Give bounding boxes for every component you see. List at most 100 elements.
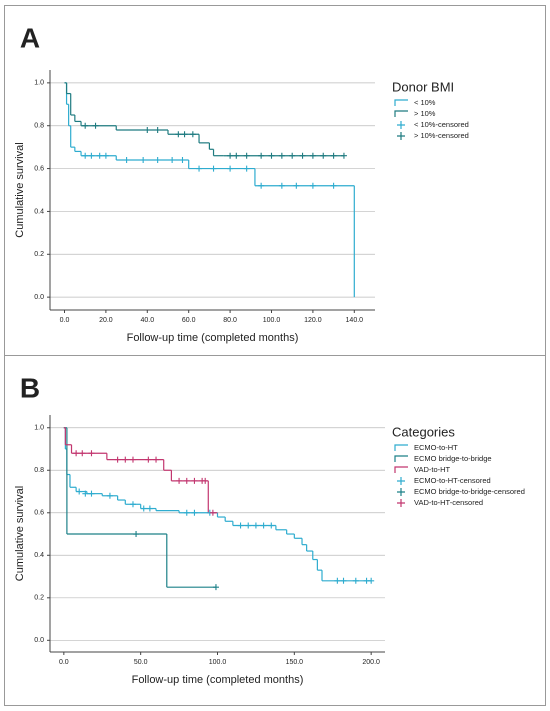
censor-mark bbox=[140, 157, 147, 163]
censor-mark bbox=[191, 477, 198, 484]
censor-mark bbox=[183, 509, 190, 516]
censor-mark bbox=[140, 505, 147, 512]
censor-mark bbox=[196, 165, 203, 172]
censor-mark bbox=[175, 131, 182, 138]
censor-mark bbox=[102, 152, 109, 159]
censor-mark bbox=[278, 182, 285, 189]
x-tick-label: 0.0 bbox=[59, 659, 69, 666]
x-tick-label: 40.0 bbox=[140, 317, 154, 324]
x-tick-label: 140.0 bbox=[346, 317, 364, 324]
y-tick-label: 0.8 bbox=[34, 467, 44, 474]
legend-title: Donor BMI bbox=[392, 79, 454, 94]
y-tick-label: 0.8 bbox=[34, 123, 44, 130]
censor-mark bbox=[122, 456, 129, 463]
y-tick-label: 1.0 bbox=[34, 80, 44, 87]
censor-mark bbox=[145, 456, 152, 463]
series bbox=[63, 427, 372, 582]
censor-mark bbox=[129, 501, 136, 508]
x-tick-label: 80.0 bbox=[223, 317, 237, 324]
y-tick-label: 0.6 bbox=[34, 165, 44, 172]
censor-mark bbox=[176, 477, 183, 484]
legend-label: ECMO-to-HT bbox=[414, 443, 458, 452]
x-tick-label: 150.0 bbox=[286, 659, 304, 666]
censor-mark bbox=[352, 577, 359, 584]
panel-frame bbox=[4, 355, 546, 706]
censor-mark bbox=[330, 152, 337, 159]
legend-swatch bbox=[394, 466, 408, 473]
y-tick-label: 0.0 bbox=[34, 637, 44, 644]
censor-mark bbox=[79, 450, 86, 457]
censor-mark bbox=[233, 152, 240, 159]
censor-mark bbox=[82, 152, 89, 159]
y-tick-label: 0.4 bbox=[34, 552, 44, 559]
x-tick-label: 120.0 bbox=[304, 317, 322, 324]
censor-mark bbox=[123, 157, 130, 163]
x-axis-label: Follow-up time (completed months) bbox=[132, 674, 304, 686]
series bbox=[82, 152, 337, 189]
x-axis-label: Follow-up time (completed months) bbox=[127, 332, 299, 344]
censor-mark bbox=[258, 152, 265, 159]
legend-label: VAD-to-HT bbox=[414, 465, 451, 474]
censor-mark bbox=[210, 165, 217, 172]
censor-mark bbox=[73, 450, 80, 457]
series bbox=[82, 122, 347, 159]
censor-mark bbox=[146, 505, 153, 512]
y-tick-label: 0.6 bbox=[34, 510, 44, 517]
series bbox=[76, 488, 375, 584]
series bbox=[73, 450, 216, 516]
censor-mark bbox=[330, 182, 337, 189]
censor-mark bbox=[252, 522, 259, 529]
series bbox=[63, 427, 216, 588]
y-tick-label: 0.0 bbox=[34, 294, 44, 301]
censor-mark bbox=[268, 152, 275, 159]
legend-swatch bbox=[394, 444, 408, 451]
censor-mark bbox=[189, 131, 196, 138]
censor-mark bbox=[209, 509, 216, 516]
legend-label: > 10% bbox=[414, 109, 436, 118]
censor-mark bbox=[227, 165, 234, 172]
censor-mark bbox=[340, 577, 347, 584]
censor-mark bbox=[243, 152, 250, 159]
censor-mark bbox=[340, 152, 347, 159]
legend-label: < 10% bbox=[414, 98, 436, 107]
censor-mark bbox=[191, 509, 198, 516]
censor-mark bbox=[260, 522, 267, 529]
censor-mark bbox=[88, 490, 95, 497]
legend-swatch bbox=[397, 477, 405, 485]
censor-mark bbox=[368, 577, 375, 584]
censor-mark bbox=[293, 182, 300, 189]
censor-mark bbox=[183, 477, 190, 484]
censor-mark bbox=[268, 522, 275, 529]
censor-mark bbox=[133, 531, 140, 538]
censor-mark bbox=[212, 584, 219, 591]
censor-mark bbox=[154, 127, 161, 133]
panel-frame bbox=[4, 5, 546, 356]
legend-swatch bbox=[394, 455, 408, 462]
y-tick-label: 0.2 bbox=[34, 251, 44, 258]
censor-mark bbox=[82, 122, 89, 129]
panel-label: B bbox=[20, 372, 40, 403]
censor-mark bbox=[144, 127, 151, 133]
x-tick-label: 0.0 bbox=[60, 317, 70, 324]
censor-mark bbox=[96, 152, 103, 159]
series bbox=[64, 82, 344, 157]
censor-mark bbox=[179, 157, 186, 163]
x-tick-label: 50.0 bbox=[134, 659, 148, 666]
y-tick-label: 0.2 bbox=[34, 595, 44, 602]
censor-mark bbox=[320, 152, 327, 159]
y-axis-label: Cumulative survival bbox=[14, 142, 26, 237]
censor-mark bbox=[243, 165, 250, 172]
censor-mark bbox=[309, 182, 316, 189]
legend-swatch bbox=[397, 132, 405, 140]
censor-mark bbox=[88, 450, 95, 457]
x-tick-label: 60.0 bbox=[182, 317, 196, 324]
legend-label: < 10%-censored bbox=[414, 120, 469, 129]
censor-mark bbox=[299, 152, 306, 159]
censor-mark bbox=[309, 152, 316, 159]
censor-mark bbox=[114, 456, 121, 463]
censor-mark bbox=[227, 152, 234, 159]
y-tick-label: 1.0 bbox=[34, 425, 44, 432]
legend-label: ECMO bridge-to-bridge-censored bbox=[414, 487, 525, 496]
censor-mark bbox=[169, 157, 176, 163]
